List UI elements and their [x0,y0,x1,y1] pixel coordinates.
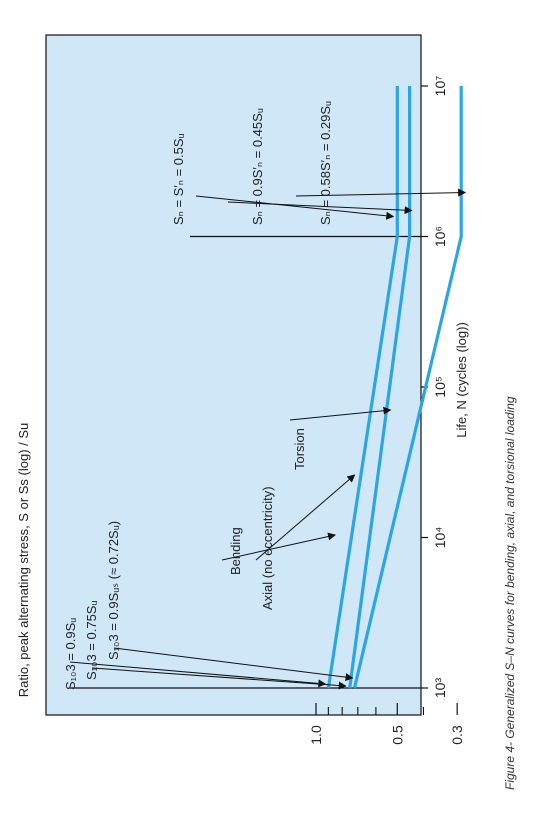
annotation-arrow [69,661,327,688]
x-tick-label: 10³ [432,678,448,699]
series-lines [326,86,463,689]
annotation-arrows [69,188,467,690]
annotation-arrow [227,201,413,215]
plot-area [45,34,422,716]
y-tick-label: 0.5 [389,725,405,745]
annotation-arrow [295,188,467,197]
annotation-arrow [221,532,337,561]
annot-sn-bending: Sₙ = S′ₙ = 0.5Sᵤ [171,133,186,225]
series-line-torsion [352,86,463,689]
series-label-axial: Axial (no eccentricity) [260,486,275,610]
annotation-arrow [195,195,395,220]
y-tick-label: 0.3 [449,725,465,745]
annot-s103-axial: S₁₀3 = 0.75Sᵤ [84,601,99,680]
annot-s103-torsion: S₁₀3 = 0.9Sᵤₛ (≈ 0.72Sᵤ) [106,521,121,660]
x-tick-label: 10⁴ [432,527,448,549]
figure-caption: Figure 4- Generalized S–N curves for ben… [503,396,517,790]
annotation-arrow [91,667,347,690]
x-axis: 10³ 10⁴ 10⁵ 10⁶ 10⁷ [421,76,448,698]
y-tick-label: 1.0 [308,725,324,745]
annotation-arrow [289,406,392,421]
annot-s103-bending: S₁₀3 = 0.9Sᵤ [63,618,78,690]
x-tick-label: 10⁵ [432,376,448,397]
annotation-arrow [255,474,356,561]
series-label-torsion: Torsion [292,428,307,470]
series-line-axial [348,86,412,689]
x-axis-title: Life, N (cycles (log)) [454,322,469,438]
series-line-bending [326,86,399,689]
series-label-bending: Bending [228,527,243,575]
annot-sn-torsion: Sₙ = 0.58S′ₙ = 0.29Sᵤ [318,101,333,225]
reference-lines [70,235,421,689]
y-axis-title: Ratio, peak alternating stress, S or Ss … [16,423,31,698]
y-axis: 0.10.30.51.0 [308,703,465,745]
x-tick-label: 10⁷ [432,76,448,97]
annotation-arrow [113,647,354,682]
x-tick-label: 10⁶ [432,226,448,247]
annot-sn-axial: Sₙ = 0.9S′ₙ = 0.45Sᵤ [250,108,265,225]
